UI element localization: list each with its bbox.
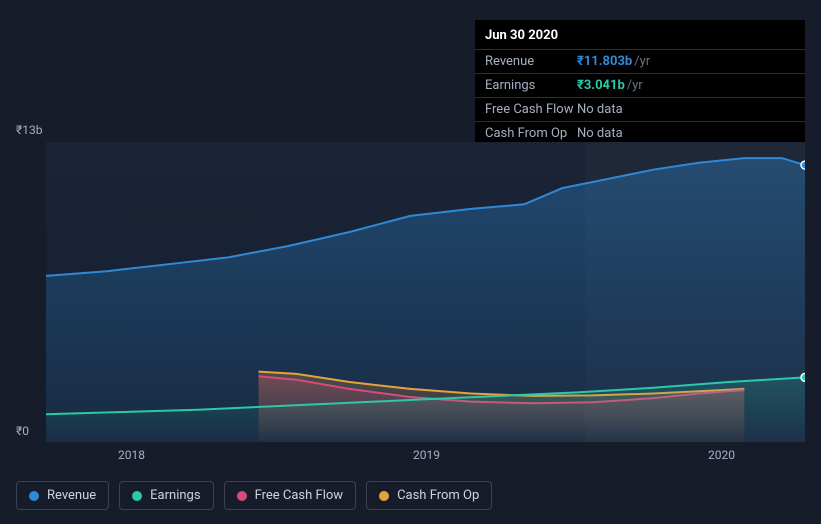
x-label: 2018 <box>118 448 145 462</box>
legend-label: Free Cash Flow <box>255 488 343 503</box>
tooltip-row-fcf: Free Cash Flow No data <box>475 97 805 121</box>
legend-dot <box>132 491 142 501</box>
tooltip-label: Earnings <box>485 78 577 93</box>
legend-label: Revenue <box>47 488 96 503</box>
chart-container: Jun 30 2020 Revenue ₹11.803b/yr Earnings… <box>0 0 821 524</box>
legend-dot <box>29 491 39 501</box>
x-label: 2019 <box>413 448 440 462</box>
tooltip-value: No data <box>577 102 623 117</box>
tooltip-value: ₹3.041b/yr <box>577 78 643 93</box>
legend-label: Cash From Op <box>397 488 479 503</box>
legend-dot <box>379 491 389 501</box>
chart-svg[interactable] <box>46 142 805 442</box>
tooltip-label: Free Cash Flow <box>485 102 577 117</box>
legend-item-earnings[interactable]: Earnings <box>119 481 213 510</box>
tooltip-value: No data <box>577 126 623 141</box>
tooltip-panel: Jun 30 2020 Revenue ₹11.803b/yr Earnings… <box>475 20 805 145</box>
x-label: 2020 <box>708 448 735 462</box>
tooltip-value: ₹11.803b/yr <box>577 54 650 69</box>
legend-item-fcf[interactable]: Free Cash Flow <box>224 481 356 510</box>
legend: Revenue Earnings Free Cash Flow Cash Fro… <box>16 481 492 510</box>
legend-item-cfo[interactable]: Cash From Op <box>366 481 492 510</box>
y-axis-label-bottom: ₹0 <box>16 424 29 438</box>
legend-label: Earnings <box>150 488 200 503</box>
tooltip-date: Jun 30 2020 <box>475 20 805 49</box>
x-axis-labels: 2018 2019 2020 <box>48 448 805 462</box>
tooltip-row-earnings: Earnings ₹3.041b/yr <box>475 73 805 97</box>
tooltip-label: Revenue <box>485 54 577 69</box>
y-axis-label-top: ₹13b <box>16 123 42 137</box>
legend-dot <box>237 491 247 501</box>
tooltip-row-revenue: Revenue ₹11.803b/yr <box>475 49 805 73</box>
tooltip-label: Cash From Op <box>485 126 577 141</box>
legend-item-revenue[interactable]: Revenue <box>16 481 109 510</box>
